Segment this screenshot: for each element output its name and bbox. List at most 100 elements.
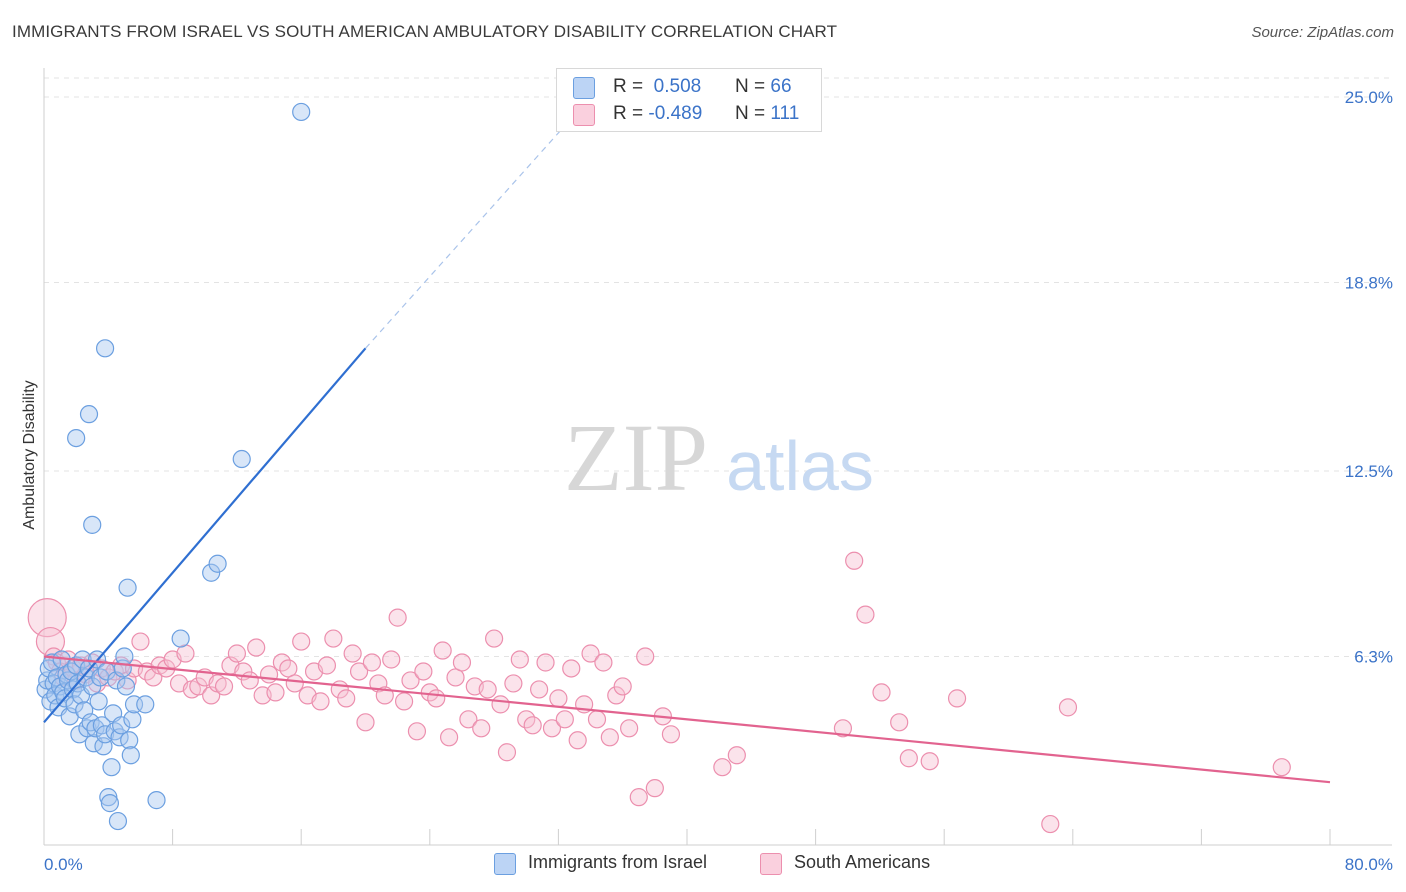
point-south-americans bbox=[362, 653, 382, 672]
x-tick-label: 80.0% bbox=[1345, 855, 1393, 874]
point-israel bbox=[89, 692, 108, 711]
point-south-americans bbox=[324, 629, 343, 648]
point-south-americans bbox=[555, 710, 574, 729]
point-south-americans bbox=[356, 713, 375, 732]
point-israel bbox=[81, 713, 100, 732]
point-south-americans bbox=[727, 746, 746, 765]
y-tick-label: 12.5% bbox=[1345, 462, 1393, 481]
tick-labels: 6.3% 12.5% 18.8% 25.0% 0.0% 80.0% bbox=[44, 88, 1393, 874]
point-south-americans bbox=[713, 758, 732, 777]
point-south-americans bbox=[427, 689, 446, 708]
point-south-americans bbox=[510, 650, 529, 669]
point-south-americans bbox=[856, 605, 875, 624]
point-south-americans bbox=[491, 695, 510, 714]
point-south-americans bbox=[607, 686, 626, 705]
point-israel bbox=[202, 563, 221, 582]
point-south-americans bbox=[536, 653, 555, 672]
point-israel bbox=[292, 102, 311, 122]
point-south-americans bbox=[504, 674, 523, 693]
legend-swatch-south-americans bbox=[573, 104, 595, 126]
point-south-americans bbox=[189, 677, 208, 696]
point-israel bbox=[67, 428, 86, 448]
point-south-americans bbox=[382, 650, 401, 669]
point-israel bbox=[83, 515, 102, 534]
point-israel bbox=[121, 746, 140, 765]
legend-r-israel: R = 0.508 bbox=[613, 76, 702, 97]
watermark-atlas: atlas bbox=[726, 427, 874, 505]
series-south-americans-points bbox=[27, 551, 1291, 834]
point-israel bbox=[123, 710, 142, 729]
axis-layer bbox=[43, 68, 1392, 846]
trend-lines bbox=[43, 96, 1331, 784]
point-israel bbox=[147, 791, 166, 810]
point-south-americans bbox=[1058, 698, 1078, 717]
point-south-americans bbox=[594, 653, 613, 672]
point-israel bbox=[171, 629, 190, 648]
point-south-americans bbox=[259, 665, 279, 684]
point-israel bbox=[102, 758, 121, 777]
legend-swatch-israel bbox=[573, 77, 595, 99]
point-south-americans bbox=[872, 683, 891, 702]
point-south-americans bbox=[845, 551, 864, 570]
y-axis-label: Ambulatory Disability bbox=[21, 380, 38, 530]
point-south-americans bbox=[266, 683, 285, 702]
point-south-americans bbox=[947, 689, 967, 708]
legend-swatch-south-americans-bottom bbox=[760, 853, 782, 875]
legend-r-south-americans: R = -0.489 bbox=[613, 103, 703, 124]
grid-layer bbox=[44, 77, 1392, 658]
point-south-americans bbox=[1272, 758, 1291, 777]
point-south-americans bbox=[343, 644, 362, 663]
point-south-americans bbox=[337, 689, 356, 708]
chart-title: IMMIGRANTS FROM ISRAEL VS SOUTH AMERICAN… bbox=[12, 22, 838, 41]
point-south-americans bbox=[587, 710, 607, 729]
point-south-americans bbox=[247, 638, 266, 657]
point-south-americans bbox=[600, 728, 619, 747]
legend-r-value-south-americans: -0.489 bbox=[648, 103, 703, 124]
point-south-americans bbox=[394, 692, 414, 711]
point-south-americans bbox=[620, 719, 639, 738]
point-south-americans bbox=[292, 632, 311, 651]
point-south-americans bbox=[636, 647, 655, 666]
point-south-americans bbox=[890, 713, 909, 732]
trend-line-israel bbox=[43, 347, 367, 724]
point-south-americans bbox=[285, 674, 304, 693]
point-south-americans bbox=[542, 719, 562, 738]
point-south-americans bbox=[920, 752, 939, 771]
point-south-americans bbox=[401, 671, 420, 690]
point-south-americans bbox=[388, 608, 407, 627]
point-south-americans bbox=[349, 662, 369, 681]
point-south-americans bbox=[613, 677, 632, 696]
point-south-americans bbox=[472, 719, 491, 738]
point-south-americans bbox=[645, 779, 664, 798]
point-south-americans bbox=[530, 680, 549, 699]
point-israel bbox=[232, 449, 251, 469]
point-israel bbox=[208, 554, 227, 573]
correlation-legend: R = 0.508 N = 66 R = -0.489 N = 111 bbox=[556, 68, 822, 132]
legend-n-south-americans: N = 111 bbox=[735, 103, 800, 124]
point-south-americans bbox=[459, 710, 478, 729]
point-south-americans bbox=[478, 680, 497, 699]
y-tick-label: 18.8% bbox=[1345, 274, 1393, 293]
point-south-americans bbox=[214, 677, 234, 696]
point-israel bbox=[100, 794, 120, 813]
legend-n-value-south-americans: 111 bbox=[770, 103, 800, 124]
y-tick-label: 6.3% bbox=[1354, 648, 1393, 667]
point-south-americans bbox=[1041, 814, 1060, 834]
point-israel bbox=[120, 731, 139, 750]
trend-line-south-americans bbox=[43, 655, 1331, 784]
watermark-zip: ZIP bbox=[564, 404, 708, 511]
point-south-americans bbox=[317, 656, 337, 675]
point-israel bbox=[112, 716, 131, 735]
point-south-americans bbox=[549, 689, 568, 708]
watermark: ZIP atlas bbox=[564, 404, 874, 511]
legend-swatch-israel-bottom bbox=[494, 853, 516, 875]
trend-line-israel-extension bbox=[365, 96, 591, 349]
legend-n-israel: N = 66 bbox=[735, 76, 792, 97]
point-south-americans bbox=[311, 692, 330, 711]
point-south-americans bbox=[661, 725, 681, 744]
point-israel bbox=[79, 405, 99, 424]
legend-n-value-israel: 66 bbox=[770, 76, 792, 97]
point-south-americans bbox=[581, 644, 600, 663]
point-israel bbox=[65, 695, 84, 714]
